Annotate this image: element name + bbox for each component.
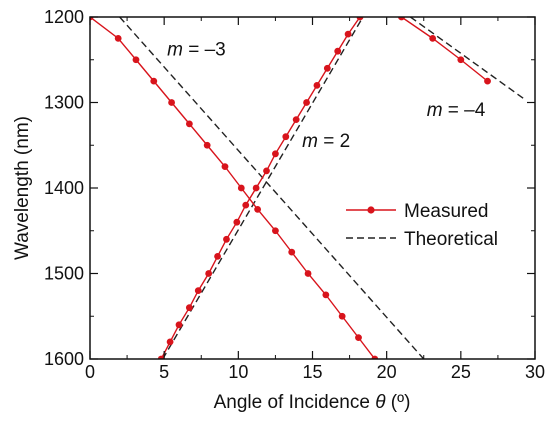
theoretical-line-m-4 <box>409 17 524 99</box>
measured-point-m-2 <box>282 133 290 141</box>
measured-point-m-2 <box>157 355 165 359</box>
y-tick-label: 1400 <box>44 178 84 198</box>
measured-point-m-2 <box>223 235 230 243</box>
measured-point-m-3 <box>371 355 379 359</box>
measured-point-m-3 <box>288 248 296 256</box>
annotation-m-4: m = –4 <box>427 100 486 121</box>
y-tick-label: 1300 <box>44 93 84 113</box>
measured-point-m-2 <box>214 253 221 260</box>
measured-point-m-3 <box>150 77 158 85</box>
measured-point-m-3 <box>322 291 330 299</box>
measured-point-m-4 <box>457 56 465 64</box>
measured-point-m-2 <box>205 270 213 277</box>
measured-point-m-2 <box>175 321 183 329</box>
x-tick-label: 0 <box>85 362 95 382</box>
measured-point-m-2 <box>185 304 193 312</box>
measured-point-m-2 <box>334 47 342 55</box>
measured-point-m-4 <box>398 17 405 21</box>
measured-point-m-2 <box>356 17 364 21</box>
legend: Measured Theoretical <box>346 201 498 250</box>
x-tick-label: 15 <box>302 362 322 382</box>
theoretical-line-m-3 <box>119 17 425 359</box>
measured-point-m-2 <box>292 116 300 123</box>
measured-point-m-2 <box>344 30 352 38</box>
legend-measured-marker <box>367 206 375 214</box>
plot-frame <box>89 16 536 360</box>
measured-point-m-3 <box>185 120 193 128</box>
x-tick-label: 20 <box>377 362 397 382</box>
measured-point-m-2 <box>263 167 270 175</box>
measured-point-m-2 <box>242 201 250 209</box>
x-tick-label: 5 <box>159 362 169 382</box>
measured-point-m-2 <box>252 184 260 192</box>
x-tick-label: 30 <box>525 362 545 382</box>
measured-point-m-2 <box>233 218 241 226</box>
series-layer <box>90 17 524 359</box>
y-tick-label: 1500 <box>44 264 84 284</box>
y-axis-label: Wavelength (nm) <box>12 116 33 260</box>
measured-point-m-2 <box>313 82 321 89</box>
x-axis-label: Angle of Incidence θ (º) <box>214 392 411 413</box>
y-tick-label: 1600 <box>44 349 84 369</box>
annotation-m-2: m = 2 <box>302 131 350 152</box>
ticks-layer: 0 5 10 15 20 25 30 1200 1300 1400 1500 1600 <box>44 7 545 382</box>
legend-measured-label: Measured <box>404 201 489 222</box>
measured-point-m-2 <box>323 64 331 72</box>
x-tick-label: 25 <box>451 362 471 382</box>
measured-point-m-4 <box>429 34 437 42</box>
annotations: m = –3 m = 2 m = –4 <box>167 39 486 151</box>
measured-point-m-3 <box>203 141 211 149</box>
measured-point-m-3 <box>114 34 122 42</box>
measured-point-m-3 <box>304 270 312 277</box>
legend-theoretical-label: Theoretical <box>404 229 498 250</box>
annotation-m-3: m = –3 <box>167 39 226 60</box>
measured-point-m-3 <box>237 184 245 192</box>
measured-point-m-2 <box>272 150 279 158</box>
measured-point-m-4 <box>484 77 491 85</box>
measured-point-m-3 <box>355 334 362 342</box>
measured-point-m-3 <box>254 205 262 213</box>
measured-point-m-2 <box>303 99 310 106</box>
measured-point-m-3 <box>221 163 229 171</box>
measured-point-m-3 <box>168 99 175 106</box>
measured-point-m-2 <box>194 287 202 294</box>
measured-point-m-3 <box>90 17 94 21</box>
measured-point-m-2 <box>166 338 174 346</box>
measured-line-m-4 <box>401 17 488 82</box>
measured-point-m-3 <box>272 227 279 235</box>
measured-point-m-3 <box>132 56 140 64</box>
measured-point-m-3 <box>338 312 346 320</box>
theoretical-line-m-2 <box>162 17 364 359</box>
y-tick-label: 1200 <box>44 7 84 27</box>
x-tick-label: 10 <box>228 362 248 382</box>
